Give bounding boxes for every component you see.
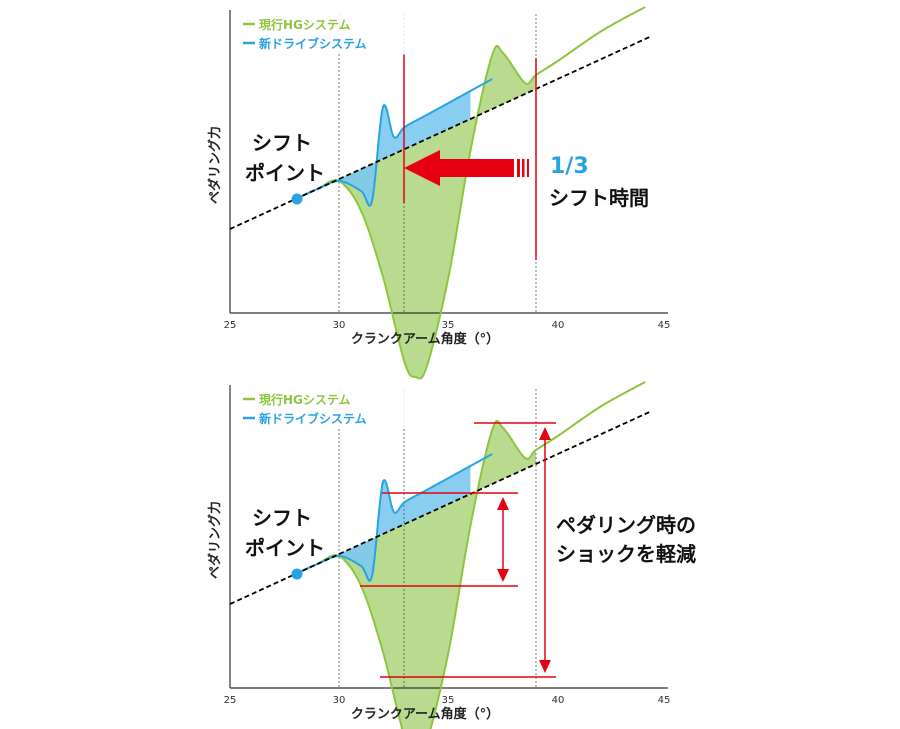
shift-point-dot [291, 193, 303, 205]
legend-box [240, 387, 410, 429]
x-tick-40: 40 [552, 695, 565, 706]
legend-box [240, 12, 410, 54]
x-tick-45: 45 [658, 320, 671, 331]
shift-point-dot [291, 568, 303, 580]
legend-label-drive: 新ドライブシステム [259, 36, 367, 51]
ideal-torque-guide-line [229, 35, 653, 230]
hg-shock-area [339, 420, 536, 729]
annotation-pedaling: ペダリング時の [556, 513, 696, 537]
legend-label-hg: 現行HGシステム [259, 17, 351, 32]
drive-series-line [295, 453, 493, 582]
hg-series-line [295, 6, 646, 380]
x-axis-label: クランクアーム角度（°） [351, 331, 499, 347]
shock-range-arrow-current [539, 427, 551, 673]
annotation-one-third: 1/3 [550, 154, 589, 179]
x-tick-30: 30 [333, 695, 346, 706]
x-tick-35: 35 [442, 695, 455, 706]
ideal-torque-guide-line [229, 410, 653, 605]
legend-label-drive: 新ドライブシステム [259, 411, 367, 426]
annotation-shift-time: シフト時間 [549, 186, 649, 210]
drive-series-line [295, 78, 493, 207]
y-axis-label: ペダリング力 [207, 126, 223, 204]
x-tick-35: 35 [442, 320, 455, 331]
y-axis-label: ペダリング力 [207, 501, 223, 579]
chart-bottom: 現行HGシステム 新ドライブシステム シフト ポイント ペダリング時の ショック… [207, 381, 696, 729]
legend-label-hg: 現行HGシステム [259, 392, 351, 407]
shock-range-arrow-new [497, 497, 509, 582]
annotation-shift: シフト [252, 506, 312, 530]
x-tick-30: 30 [333, 320, 346, 331]
chart-top: 現行HGシステム 新ドライブシステム シフト ポイント 1/3 シフト時間 ペダ… [207, 6, 671, 380]
x-axis-label: クランクアーム角度（°） [351, 706, 499, 722]
annotation-shock-reduced: ショックを軽減 [556, 542, 696, 566]
x-tick-25: 25 [224, 695, 237, 706]
annotation-point: ポイント [245, 161, 325, 185]
x-tick-40: 40 [552, 320, 565, 331]
annotation-point: ポイント [245, 536, 325, 560]
x-tick-45: 45 [658, 695, 671, 706]
x-tick-25: 25 [224, 320, 237, 331]
annotation-shift: シフト [252, 131, 312, 155]
hg-series-line [295, 381, 646, 729]
shift-time-reduction-arrow [404, 150, 529, 186]
